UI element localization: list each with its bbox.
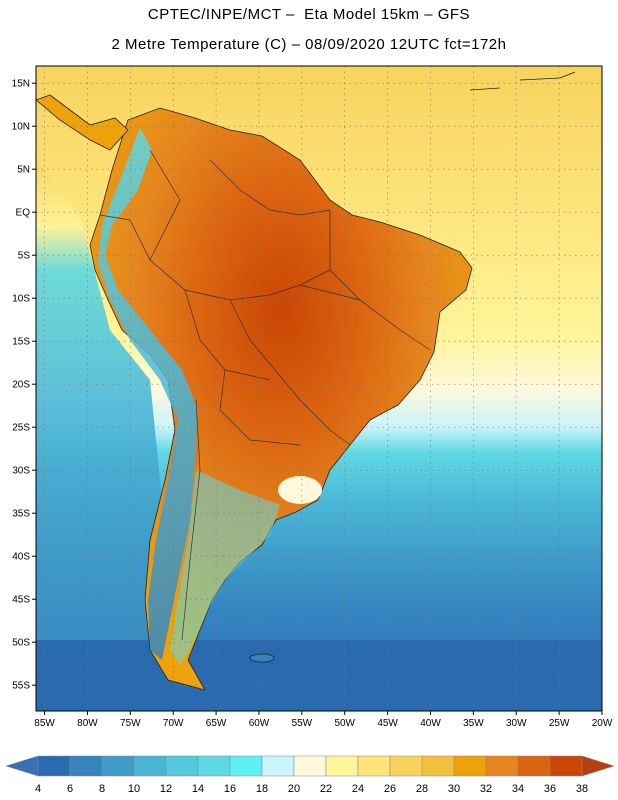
map-title-line-2: 2 Metre Temperature (C) – 08/09/2020 12U…: [111, 36, 507, 53]
colorbar-label: 6: [67, 783, 73, 795]
lat-tick-label: 20S: [12, 380, 30, 391]
lat-tick-label: EQ: [16, 208, 31, 219]
lon-tick-label: 60W: [249, 718, 270, 729]
colorbar-label: 16: [224, 783, 236, 795]
colorbar-low-arrow: [5, 755, 39, 777]
lat-tick-label: 40S: [12, 552, 30, 563]
colorbar-swatch: [325, 755, 359, 777]
colorbar-label: 18: [256, 783, 268, 795]
map-frame: [35, 65, 603, 712]
lon-tick-label: 35W: [463, 718, 484, 729]
lon-tick-label: 50W: [334, 718, 355, 729]
colorbar-swatch: [389, 755, 423, 777]
lat-tick-label: 5S: [18, 251, 31, 262]
colorbar-label: 10: [128, 783, 140, 795]
uruguay-region: [278, 476, 322, 504]
central-america-land: [36, 94, 129, 151]
colorbar-swatch: [485, 755, 519, 777]
lat-tick-label: 10S: [12, 294, 30, 305]
caribbean-islands: [469, 71, 576, 91]
lat-tick-label: 5N: [17, 165, 30, 176]
lat-tick-label: 45S: [12, 595, 30, 606]
colorbar-swatch: [37, 755, 71, 777]
colorbar-high-arrow: [581, 755, 615, 777]
lon-tick-label: 20W: [592, 718, 613, 729]
colorbar-swatch: [261, 755, 295, 777]
colorbar: 4 6 8 10 12 14 16 18 20 22 24 26 28 30 32 34 36 38: [5, 755, 615, 795]
map-title-line-1: CPTEC/INPE/MCT – Eta Model 15km – GFS: [147, 6, 471, 23]
andes-mountains: [98, 128, 198, 660]
lon-tick-label: 75W: [120, 718, 141, 729]
colorbar-swatch: [357, 755, 391, 777]
lon-tick-label: 65W: [206, 718, 227, 729]
colorbar-swatch: [165, 755, 199, 777]
southern-cone-land: [170, 470, 280, 665]
southern-ocean: [36, 640, 602, 711]
lat-tick-label: 10N: [12, 122, 30, 133]
lon-tick-label: 80W: [77, 718, 98, 729]
lat-lon-grid: [36, 66, 602, 711]
colorbar-swatch: [453, 755, 487, 777]
lat-tick-label: 30S: [12, 466, 30, 477]
colorbar-label: 38: [576, 783, 588, 795]
lon-tick-label: 85W: [34, 718, 55, 729]
country-borders: [99, 149, 431, 641]
colorbar-label: 22: [320, 783, 332, 795]
colorbar-label: 12: [160, 783, 172, 795]
colorbar-swatch: [517, 755, 551, 777]
colorbar-swatch: [293, 755, 327, 777]
colorbar-label: 32: [480, 783, 492, 795]
lat-tick-label: 25S: [12, 423, 30, 434]
colorbar-label: 30: [448, 783, 460, 795]
lon-tick-label: 40W: [420, 718, 441, 729]
pacific-ocean: [36, 160, 168, 711]
lat-tick-label: 15S: [12, 337, 30, 348]
colorbar-label: 20: [288, 783, 300, 795]
lat-tick-label: 50S: [12, 638, 30, 649]
colorbar-swatch: [549, 755, 583, 777]
lat-tick-label: 55S: [12, 681, 30, 692]
falkland-islands: [249, 653, 275, 663]
lon-tick-label: 30W: [506, 718, 527, 729]
colorbar-swatch: [133, 755, 167, 777]
lon-tick-label: 25W: [549, 718, 570, 729]
colorbar-swatch: [229, 755, 263, 777]
colorbar-swatch: [197, 755, 231, 777]
colorbar-label: 34: [512, 783, 524, 795]
colorbar-label: 26: [384, 783, 396, 795]
colorbar-label: 36: [544, 783, 556, 795]
lat-tick-label: 15N: [12, 79, 30, 90]
colorbar-swatch: [421, 755, 455, 777]
lat-tick-label: 35S: [12, 509, 30, 520]
lon-tick-label: 55W: [292, 718, 313, 729]
lon-tick-label: 45W: [377, 718, 398, 729]
colorbar-label: 8: [99, 783, 105, 795]
lon-tick-label: 70W: [163, 718, 184, 729]
colorbar-label: 4: [35, 783, 41, 795]
colorbar-swatch: [69, 755, 103, 777]
colorbar-swatch: [101, 755, 135, 777]
colorbar-label: 14: [192, 783, 204, 795]
colorbar-label: 24: [352, 783, 364, 795]
colorbar-label: 28: [416, 783, 428, 795]
